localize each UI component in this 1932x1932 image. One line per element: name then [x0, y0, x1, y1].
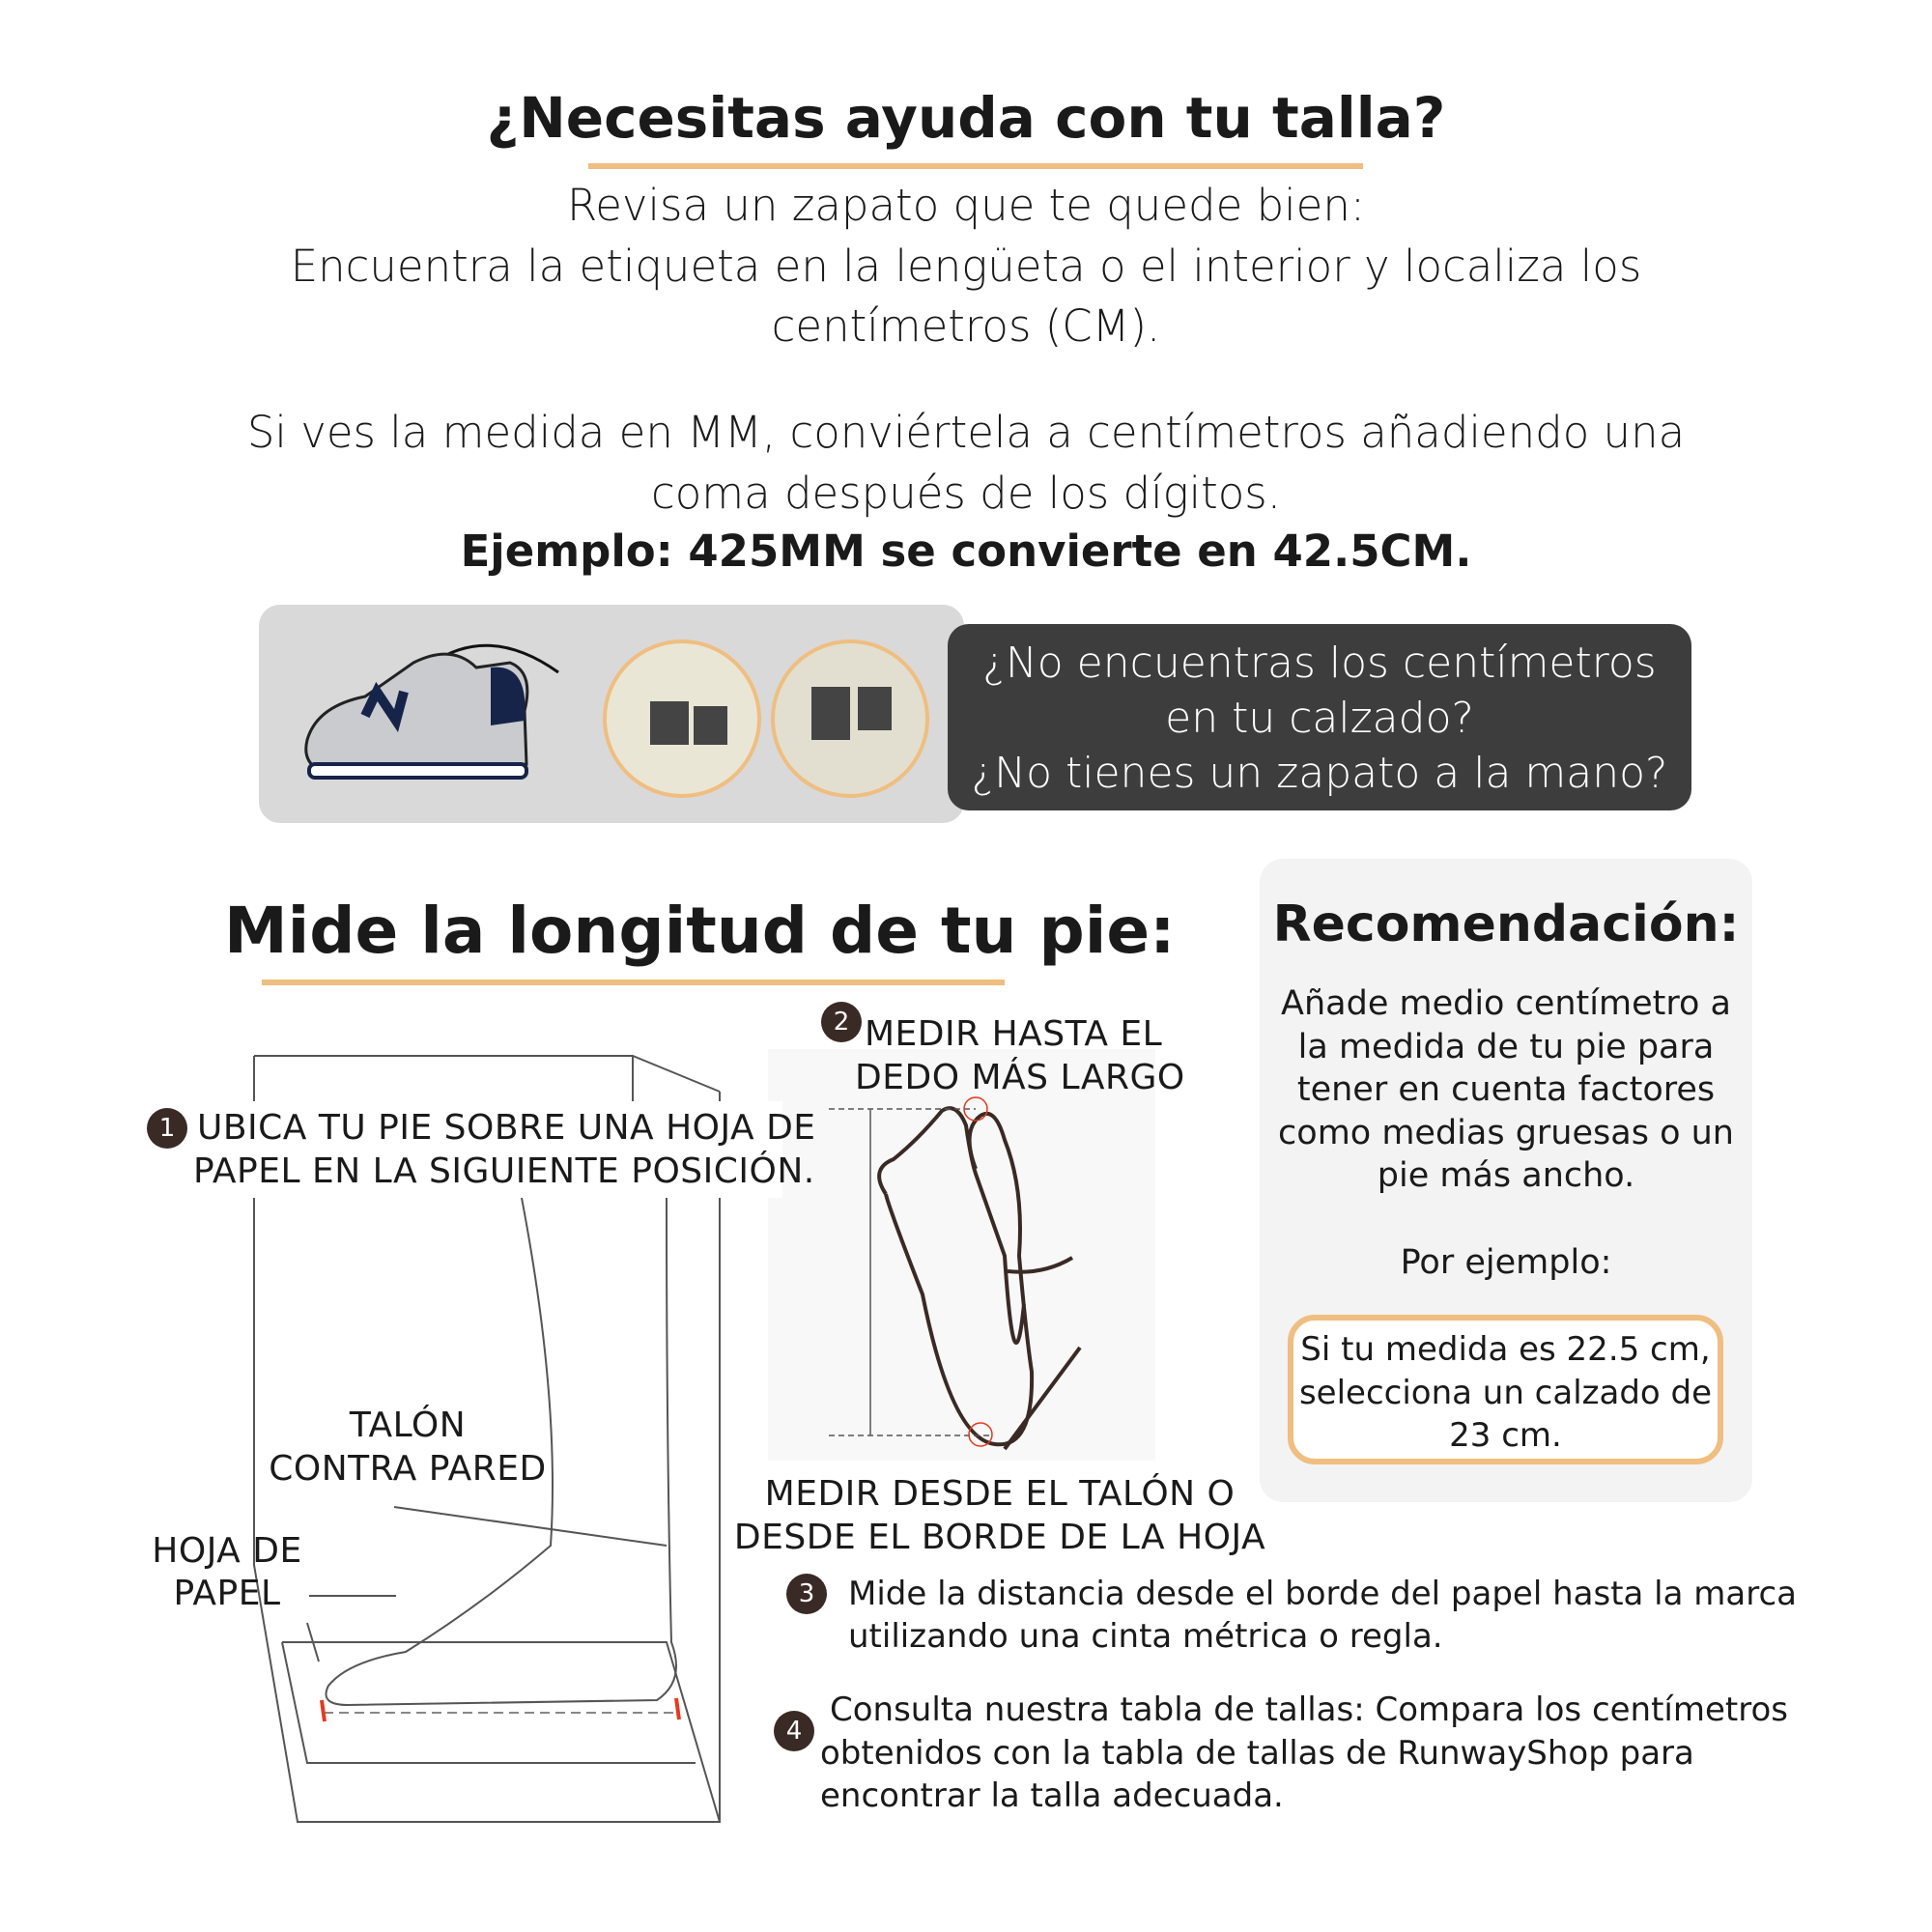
heel-label: CONTRA PARED	[269, 1449, 547, 1489]
intro-line: Revisa un zapato que te quede bien:	[566, 180, 1366, 231]
intro-line: centímetros (CM).	[771, 300, 1161, 352]
example-line: Si tu medida es 22.5 cm,	[1300, 1330, 1711, 1369]
step-4-text: encontrar la talla adecuada.	[820, 1776, 1284, 1815]
step-2-text: MEDIR HASTA EL	[865, 1014, 1163, 1054]
recommendation-line: la medida de tu pie para	[1297, 1027, 1715, 1066]
banner-line: ¿No tienes un zapato a la mano?	[971, 749, 1668, 798]
toe-marker	[963, 1096, 988, 1122]
heel-marker	[968, 1422, 993, 1447]
intro-line: coma después de los dígitos.	[650, 468, 1282, 519]
intro-line: Encuentra la etiqueta en la lengüeta o e…	[290, 241, 1642, 292]
step-2-text: DEDO MÁS LARGO	[855, 1058, 1185, 1097]
step-3-badge: 3	[786, 1574, 827, 1614]
step-3-text: Mide la distancia desde el borde del pap…	[848, 1575, 1797, 1613]
intro-line: Si ves la medida en MM, conviértela a ce…	[246, 407, 1686, 458]
step-4-text: Consulta nuestra tabla de tallas: Compar…	[830, 1690, 1788, 1729]
step-2-badge: 2	[821, 1002, 862, 1042]
example-label: Por ejemplo:	[1400, 1243, 1612, 1282]
paper-label: HOJA DE	[152, 1531, 302, 1571]
example-line: Ejemplo: 425MM se convierte en 42.5CM.	[460, 526, 1472, 577]
step-4-text: obtenidos con la tabla de tallas de Runw…	[820, 1734, 1694, 1773]
recommendation-line: tener en cuenta factores	[1296, 1070, 1716, 1109]
no-label-banner: ¿No encuentras los centímetros en tu cal…	[948, 624, 1691, 810]
recommendation-line: pie más ancho.	[1377, 1156, 1635, 1195]
recommendation-line: como medias gruesas o un	[1278, 1113, 1734, 1152]
banner-line: ¿No encuentras los centímetros	[982, 639, 1657, 688]
shoe-illustration	[304, 639, 929, 798]
banner-line: en tu calzado?	[1165, 694, 1474, 743]
step-4-badge: 4	[774, 1711, 814, 1751]
step-1-text: UBICA TU PIE SOBRE UNA HOJA DE	[197, 1108, 816, 1148]
step-1-text: PAPEL EN LA SIGUIENTE POSICIÓN.	[193, 1151, 815, 1191]
example-line: selecciona un calzado de	[1298, 1373, 1713, 1412]
recommendation-panel: Recomendación: Añade medio centímetro a …	[1260, 859, 1752, 1502]
shoe-label-panel	[259, 605, 964, 823]
example-line: 23 cm.	[1449, 1416, 1562, 1455]
example-box: Si tu medida es 22.5 cm, selecciona un c…	[1288, 1315, 1723, 1464]
from-heel-text: MEDIR DESDE EL TALÓN O	[764, 1474, 1236, 1514]
measure-underline	[262, 980, 1005, 985]
page-title: ¿Necesitas ayuda con tu talla?	[486, 85, 1446, 151]
recommendation-title: Recomendación:	[1272, 895, 1740, 953]
recommendation-line: Añade medio centímetro a	[1281, 984, 1731, 1023]
measure-title: Mide la longitud de tu pie:	[224, 894, 1176, 968]
paper-label: PAPEL	[173, 1574, 281, 1613]
step-1-badge: 1	[147, 1108, 187, 1149]
step-3-text: utilizando una cinta métrica o regla.	[848, 1617, 1443, 1656]
heel-label: TALÓN	[349, 1406, 467, 1445]
from-heel-text: DESDE EL BORDE DE LA HOJA	[733, 1518, 1266, 1557]
title-underline	[588, 163, 1363, 169]
